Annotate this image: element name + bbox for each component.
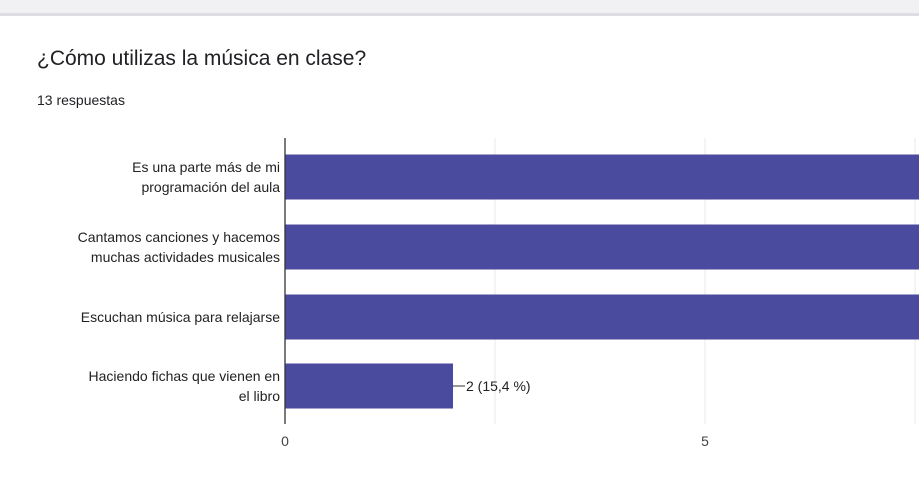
x-tick-label: 0 [281, 433, 289, 449]
bar [285, 363, 453, 409]
bar [285, 154, 919, 200]
category-label: Es una parte más de mi [132, 159, 280, 175]
category-label: Haciendo fichas que vienen en [89, 368, 280, 384]
category-label: el libro [239, 388, 280, 404]
bar [285, 224, 919, 270]
bar [285, 294, 919, 340]
category-label: Escuchan música para relajarse [81, 309, 280, 325]
category-label: Cantamos canciones y hacemos [78, 229, 280, 245]
category-label: muchas actividades musicales [91, 249, 280, 265]
category-label: programación del aula [141, 179, 280, 195]
data-label: 2 (15,4 %) [466, 378, 531, 394]
x-tick-label: 5 [701, 433, 709, 449]
question-title: ¿Cómo utilizas la música en clase? [37, 47, 367, 70]
top-divider [0, 0, 919, 16]
response-count: 13 respuestas [37, 92, 125, 108]
